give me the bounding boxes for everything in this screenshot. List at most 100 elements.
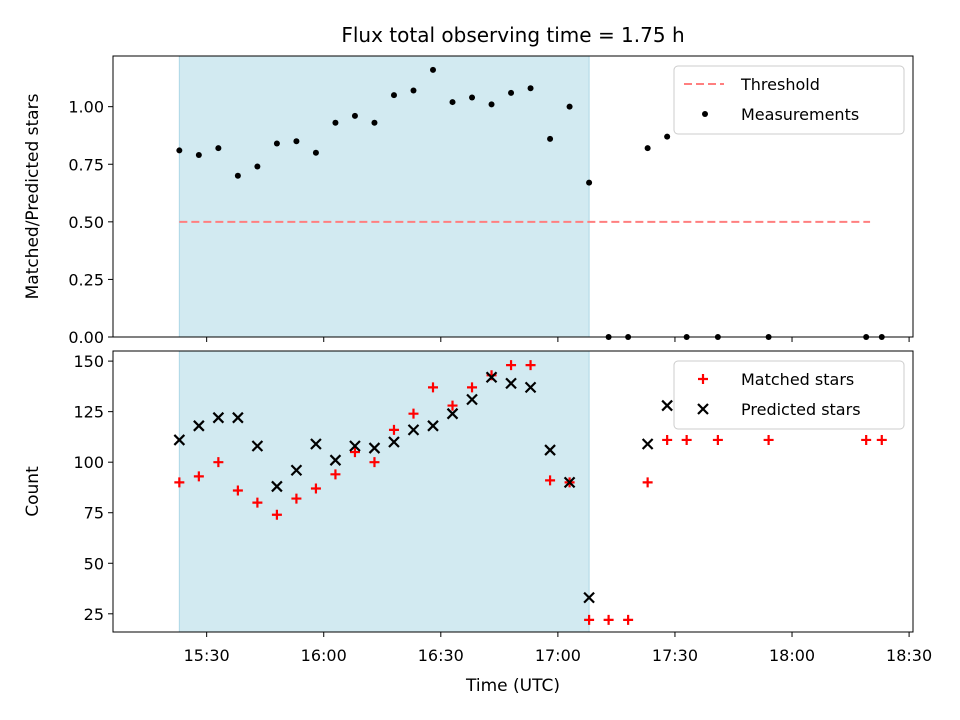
- predicted-star-point: [524, 381, 537, 394]
- y-axis-label: Matched/Predicted stars: [23, 93, 43, 299]
- measurement-point: [371, 119, 378, 126]
- axes-frame: [112, 350, 914, 633]
- measurement-point: [469, 94, 476, 101]
- matched-star-point: [388, 424, 399, 435]
- matched-star-point: [330, 469, 341, 480]
- measurement-point: [234, 172, 241, 179]
- measurement-point: [332, 119, 339, 126]
- matched-star-point: [447, 400, 458, 411]
- predicted-star-point: [544, 444, 556, 456]
- matched-star-point: [349, 447, 360, 458]
- predicted-star-point: [641, 438, 654, 450]
- predicted-star-point: [583, 591, 595, 604]
- measurement-point: [390, 92, 397, 99]
- legend-predicted-swatch: [697, 403, 709, 415]
- measurement-point: [586, 179, 593, 186]
- y-tick-label: 150: [73, 352, 104, 371]
- predicted-star-point: [407, 424, 420, 436]
- legend-label: Threshold: [740, 75, 820, 94]
- legend-label: Measurements: [741, 105, 859, 124]
- measurement-point: [195, 152, 202, 159]
- predicted-star-point: [232, 411, 244, 424]
- predicted-star-point: [485, 371, 498, 384]
- matched-star-point: [506, 360, 517, 371]
- y-tick-label: 0.25: [68, 270, 104, 289]
- predicted-star-point: [290, 464, 303, 477]
- shaded-region: [178, 55, 590, 338]
- measurement-point: [547, 135, 554, 142]
- predicted-star-point: [310, 438, 322, 450]
- measurement-point: [176, 147, 183, 154]
- matched-star-point: [525, 360, 536, 371]
- top-panel: 0.00 0.25 0.50 0.75 1.00 Matched/Predicted st…: [23, 55, 914, 347]
- y-tick-label: 0.50: [68, 213, 104, 232]
- y-tick-label: 100: [73, 453, 104, 472]
- legend-label: Predicted stars: [741, 400, 861, 419]
- x-tick-label: 18:00: [769, 646, 815, 665]
- measurement-point: [664, 133, 671, 140]
- bottom-panel: 25 50 75 100 125 150 Count 15:30 16:00 16:30 17:00…: [23, 350, 932, 696]
- measurement-point: [644, 145, 651, 152]
- matched-star-point: [681, 434, 692, 445]
- y-tick-label: 0.75: [68, 155, 104, 174]
- predicted-star-point: [271, 480, 283, 493]
- predicted-star-point: [251, 440, 264, 452]
- matched-star-point: [545, 475, 556, 486]
- matched-star-point: [252, 497, 263, 508]
- measurement-point: [527, 85, 534, 92]
- x-tick-label: 16:00: [301, 646, 347, 665]
- measurement-point: [430, 66, 436, 73]
- matched-star-point: [623, 614, 634, 625]
- legend-box: [673, 65, 905, 135]
- matched-star-point: [369, 457, 380, 468]
- measurement-point: [254, 163, 261, 170]
- predicted-star-point: [505, 377, 517, 390]
- shaded-region: [178, 350, 590, 633]
- matched-star-point: [712, 434, 723, 445]
- matched-star-point: [174, 477, 185, 488]
- matched-star-point: [291, 493, 302, 504]
- x-tick-label: 16:30: [418, 646, 464, 665]
- y-tick-label: 125: [73, 403, 104, 422]
- measurement-point: [566, 103, 573, 110]
- measurement-point: [351, 112, 358, 119]
- matched-star-point: [603, 614, 614, 625]
- x-axis-label: Time (UTC): [465, 676, 560, 696]
- matched-star-point: [584, 614, 595, 625]
- predicted-star-point: [193, 420, 205, 432]
- legend-box: [673, 360, 905, 430]
- matched-star-point: [213, 457, 224, 468]
- x-tick-label: 17:00: [535, 646, 581, 665]
- predicted-star-point: [427, 420, 439, 432]
- predicted-star-point: [212, 411, 225, 424]
- y-tick-label: 0.00: [68, 328, 104, 347]
- measurement-point: [488, 101, 495, 108]
- x-tick-label: 17:30: [652, 646, 698, 665]
- y-tick-label: 50: [84, 554, 104, 573]
- measurement-point: [449, 99, 456, 106]
- predicted-star-point: [349, 440, 361, 452]
- matched-star-point: [428, 382, 438, 393]
- axes-frame: [112, 55, 914, 338]
- chart-title: Flux total observing time = 1.75 h: [341, 23, 684, 47]
- matched-star-point: [310, 483, 321, 494]
- y-axis-label: Count: [23, 466, 43, 517]
- y-tick-label: 25: [84, 605, 104, 624]
- matched-star-point: [876, 434, 887, 445]
- predicted-star-point: [563, 476, 576, 489]
- predicted-star-point: [446, 407, 459, 420]
- predicted-star-point: [329, 454, 342, 466]
- y-tick-label: 75: [84, 504, 104, 523]
- predicted-star-point: [388, 436, 400, 448]
- matched-star-point: [861, 434, 872, 445]
- y-tick-label: 1.00: [68, 98, 104, 117]
- matched-star-point: [193, 471, 204, 482]
- x-tick-label: 15:30: [184, 646, 230, 665]
- matched-star-point: [763, 434, 774, 445]
- matched-star-point: [408, 408, 419, 419]
- legend-matched-swatch: [698, 374, 708, 384]
- measurement-point: [215, 145, 222, 152]
- predicted-star-point: [368, 442, 381, 454]
